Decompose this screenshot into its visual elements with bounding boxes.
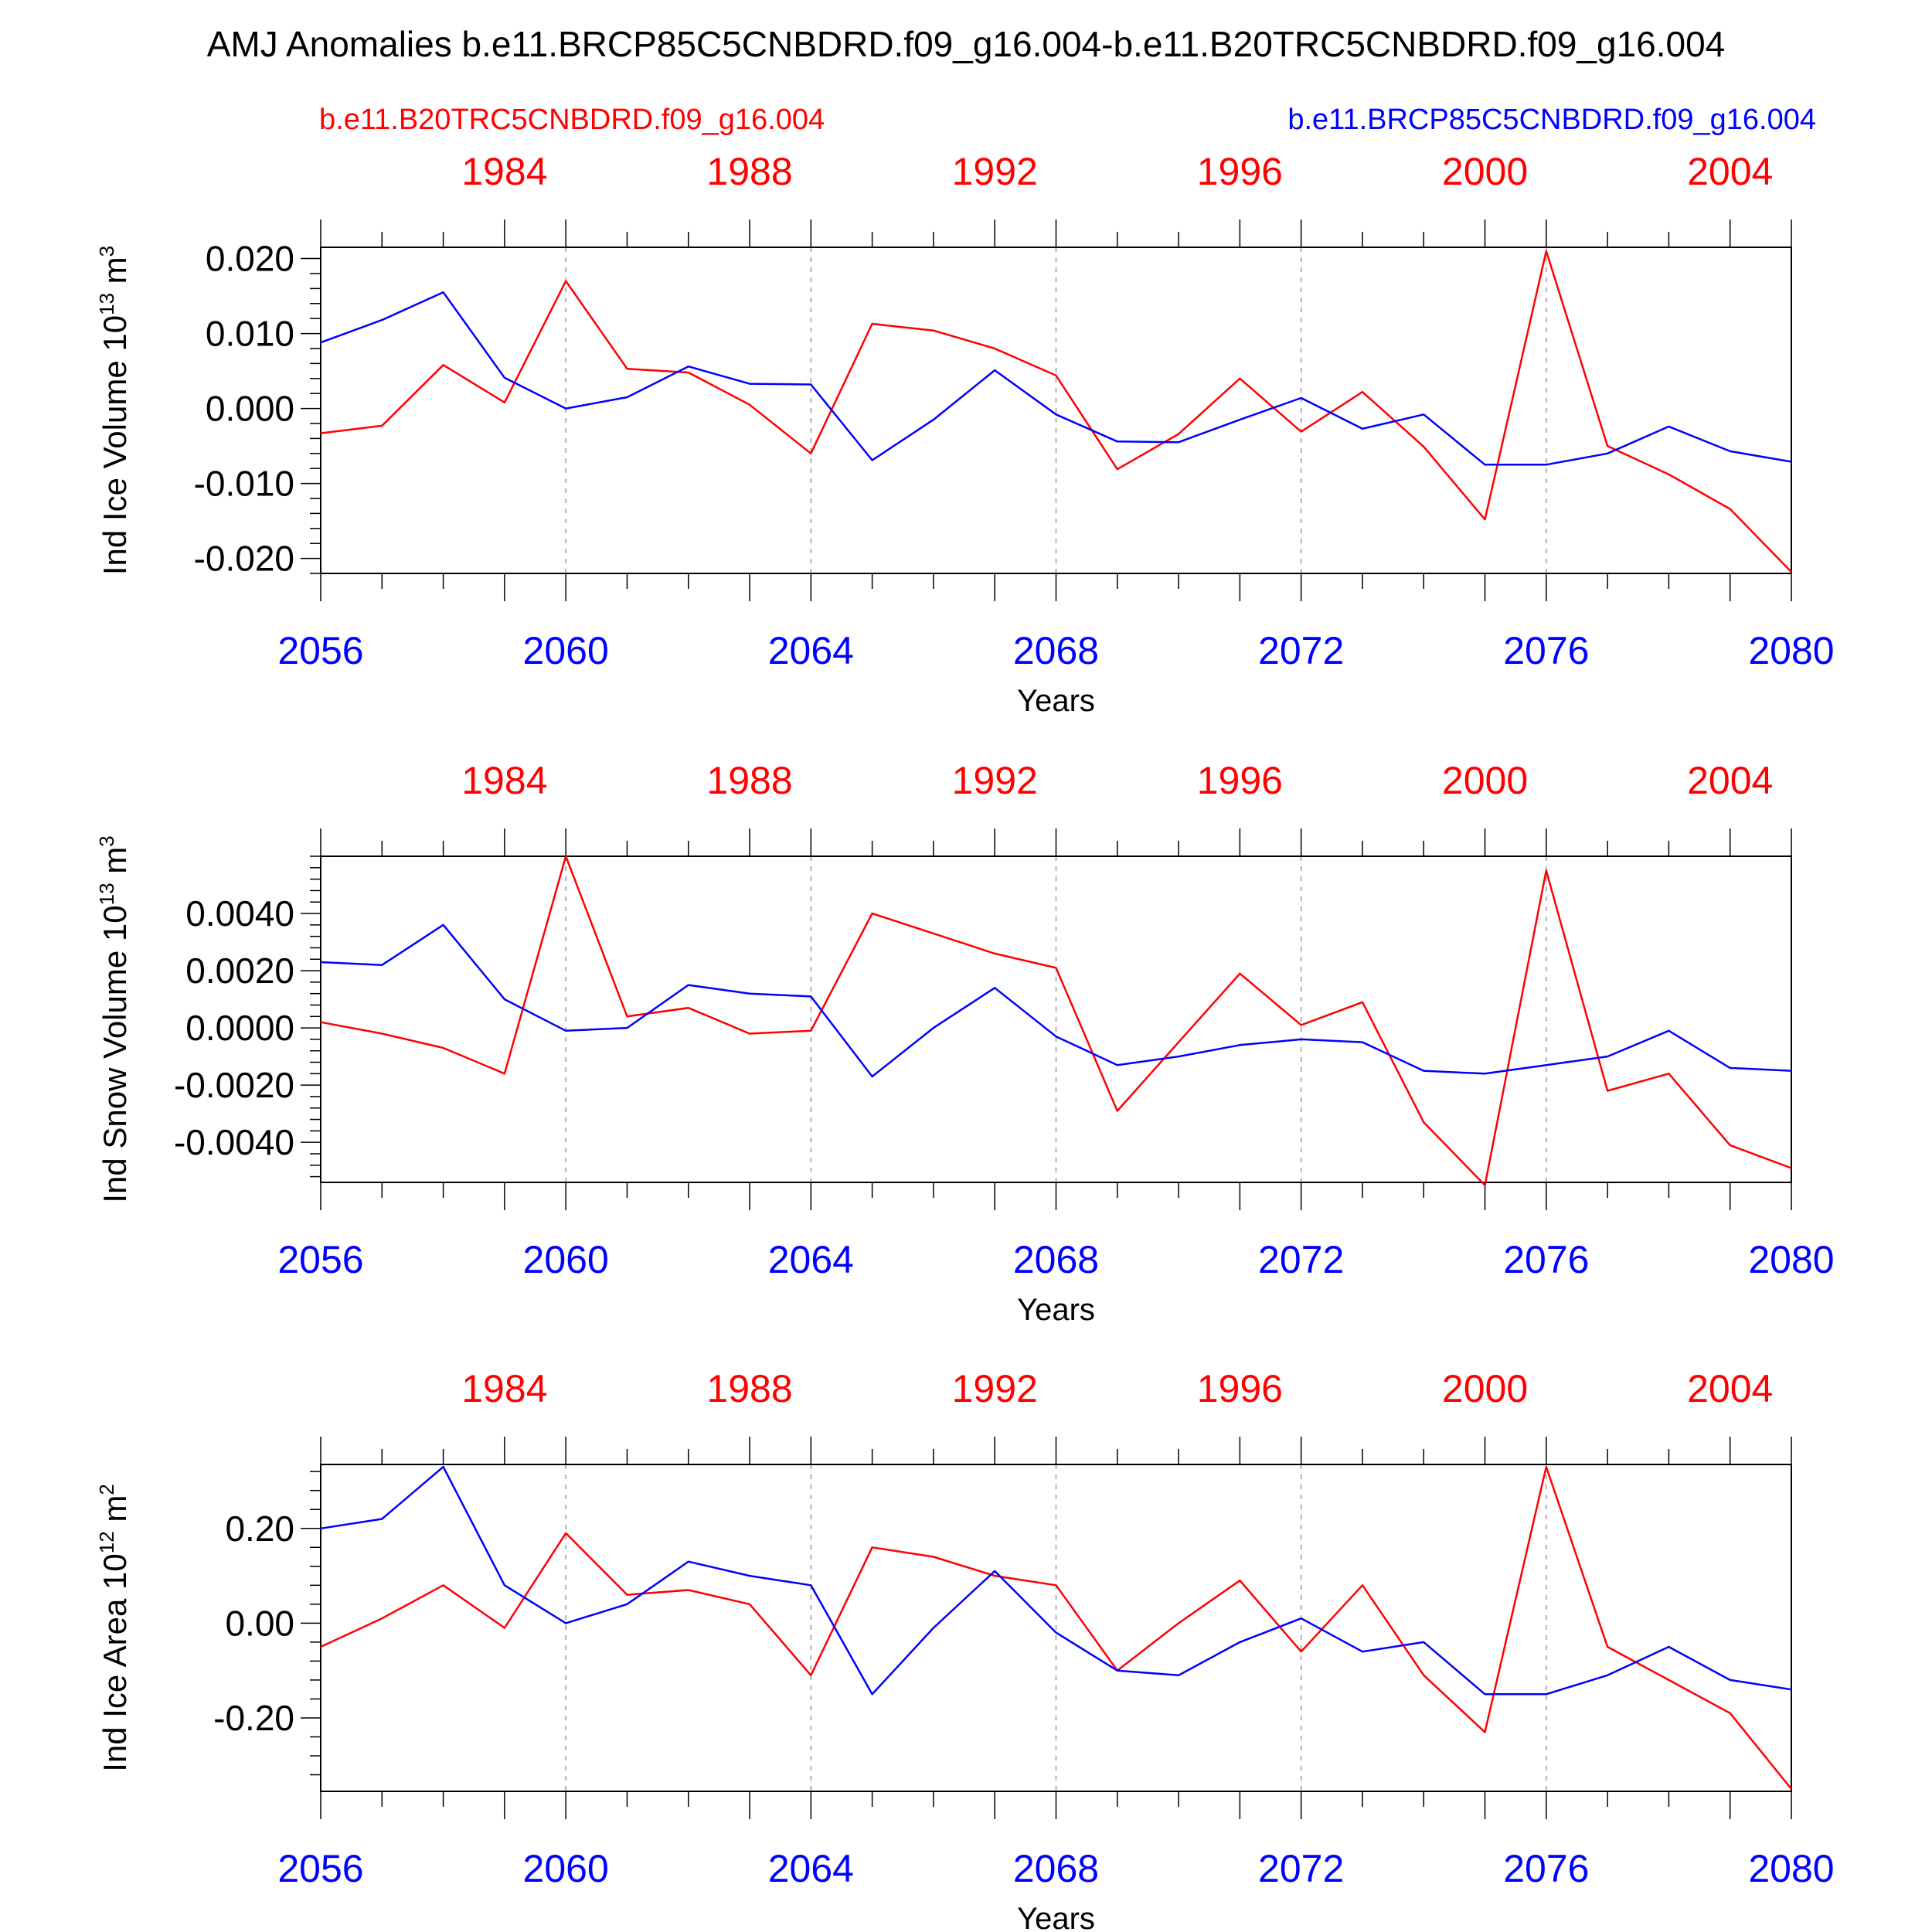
y-tick-label: -0.20 xyxy=(213,1698,294,1738)
x-tick-label-bottom: 2064 xyxy=(768,1847,854,1890)
y-tick-label: -0.0020 xyxy=(174,1065,294,1105)
y-tick-label: -0.020 xyxy=(194,539,294,579)
x-tick-label-top: 1984 xyxy=(461,150,547,193)
x-tick-label-bottom: 2068 xyxy=(1013,1238,1099,1281)
x-tick-label-bottom: 2060 xyxy=(523,629,609,672)
y-tick-label: 0.00 xyxy=(225,1603,294,1643)
y-axis-label: Ind Ice Volume 1013 m3 xyxy=(95,246,133,575)
y-axis-label: Ind Ice Area 1012 m2 xyxy=(95,1484,133,1772)
x-tick-label-bottom: 2072 xyxy=(1258,1847,1344,1890)
x-tick-label-top: 1996 xyxy=(1197,759,1283,802)
x-tick-label-top: 1996 xyxy=(1197,1367,1283,1410)
series-line-red xyxy=(320,1465,1792,1790)
x-tick-label-top: 1984 xyxy=(461,759,547,802)
chart-title: AMJ Anomalies b.e11.BRCP85C5CNBDRD.f09_g… xyxy=(206,24,1726,64)
x-tick-label-bottom: 2072 xyxy=(1258,629,1344,672)
series-line-blue xyxy=(320,923,1792,1078)
y-tick-label: 0.20 xyxy=(225,1509,294,1549)
x-tick-label-top: 1992 xyxy=(952,150,1038,193)
x-tick-label-top: 1984 xyxy=(461,1367,547,1410)
y-tick-label: 0.0020 xyxy=(185,951,294,991)
series-line-blue xyxy=(320,1465,1792,1696)
x-tick-label-bottom: 2060 xyxy=(523,1847,609,1890)
x-tick-label-bottom: 2064 xyxy=(768,629,854,672)
legend-red-series: b.e11.B20TRC5CNBDRD.f09_g16.004 xyxy=(319,104,825,136)
x-tick-label-bottom: 2080 xyxy=(1748,1238,1834,1281)
x-tick-label-bottom: 2056 xyxy=(277,1847,363,1890)
y-axis-label: Ind Snow Volume 1013 m3 xyxy=(95,835,133,1202)
series-line-red xyxy=(320,250,1792,573)
y-tick-label: -0.0040 xyxy=(174,1122,294,1162)
y-tick-label: 0.0040 xyxy=(185,893,294,934)
legend-blue-series: b.e11.BRCP85C5CNBDRD.f09_g16.004 xyxy=(1287,104,1816,136)
x-tick-label-bottom: 2056 xyxy=(277,1238,363,1281)
x-tick-label-bottom: 2080 xyxy=(1748,629,1834,672)
y-tick-label: -0.010 xyxy=(194,464,294,504)
x-tick-label-top: 2004 xyxy=(1687,1367,1773,1410)
x-tick-label-bottom: 2060 xyxy=(523,1238,609,1281)
x-tick-label-top: 1992 xyxy=(952,1367,1038,1410)
x-tick-label-bottom: 2076 xyxy=(1503,1847,1589,1890)
x-axis-label: Years xyxy=(1017,1293,1095,1327)
series-line-red xyxy=(320,855,1792,1186)
y-tick-label: 0.020 xyxy=(206,239,294,279)
x-axis-label: Years xyxy=(1017,1902,1095,1932)
x-tick-label-bottom: 2064 xyxy=(768,1238,854,1281)
x-tick-label-bottom: 2076 xyxy=(1503,629,1589,672)
x-axis-label: Years xyxy=(1017,684,1095,718)
x-tick-label-top: 1988 xyxy=(706,759,792,802)
x-tick-label-top: 2000 xyxy=(1442,759,1528,802)
x-tick-label-top: 2000 xyxy=(1442,150,1528,193)
x-tick-label-top: 2004 xyxy=(1687,759,1773,802)
series-line-blue xyxy=(320,291,1792,466)
x-tick-label-bottom: 2068 xyxy=(1013,1847,1099,1890)
y-tick-label: 0.010 xyxy=(206,314,294,354)
x-tick-label-top: 1988 xyxy=(706,1367,792,1410)
y-tick-label: 0.0000 xyxy=(185,1008,294,1048)
x-tick-label-bottom: 2072 xyxy=(1258,1238,1344,1281)
x-tick-label-bottom: 2068 xyxy=(1013,629,1099,672)
x-tick-label-top: 2004 xyxy=(1687,150,1773,193)
x-tick-label-top: 2000 xyxy=(1442,1367,1528,1410)
x-tick-label-top: 1988 xyxy=(706,150,792,193)
x-tick-label-top: 1996 xyxy=(1197,150,1283,193)
x-tick-label-bottom: 2080 xyxy=(1748,1847,1834,1890)
y-tick-label: 0.000 xyxy=(206,389,294,429)
x-tick-label-bottom: 2056 xyxy=(277,629,363,672)
x-tick-label-bottom: 2076 xyxy=(1503,1238,1589,1281)
x-tick-label-top: 1992 xyxy=(952,759,1038,802)
